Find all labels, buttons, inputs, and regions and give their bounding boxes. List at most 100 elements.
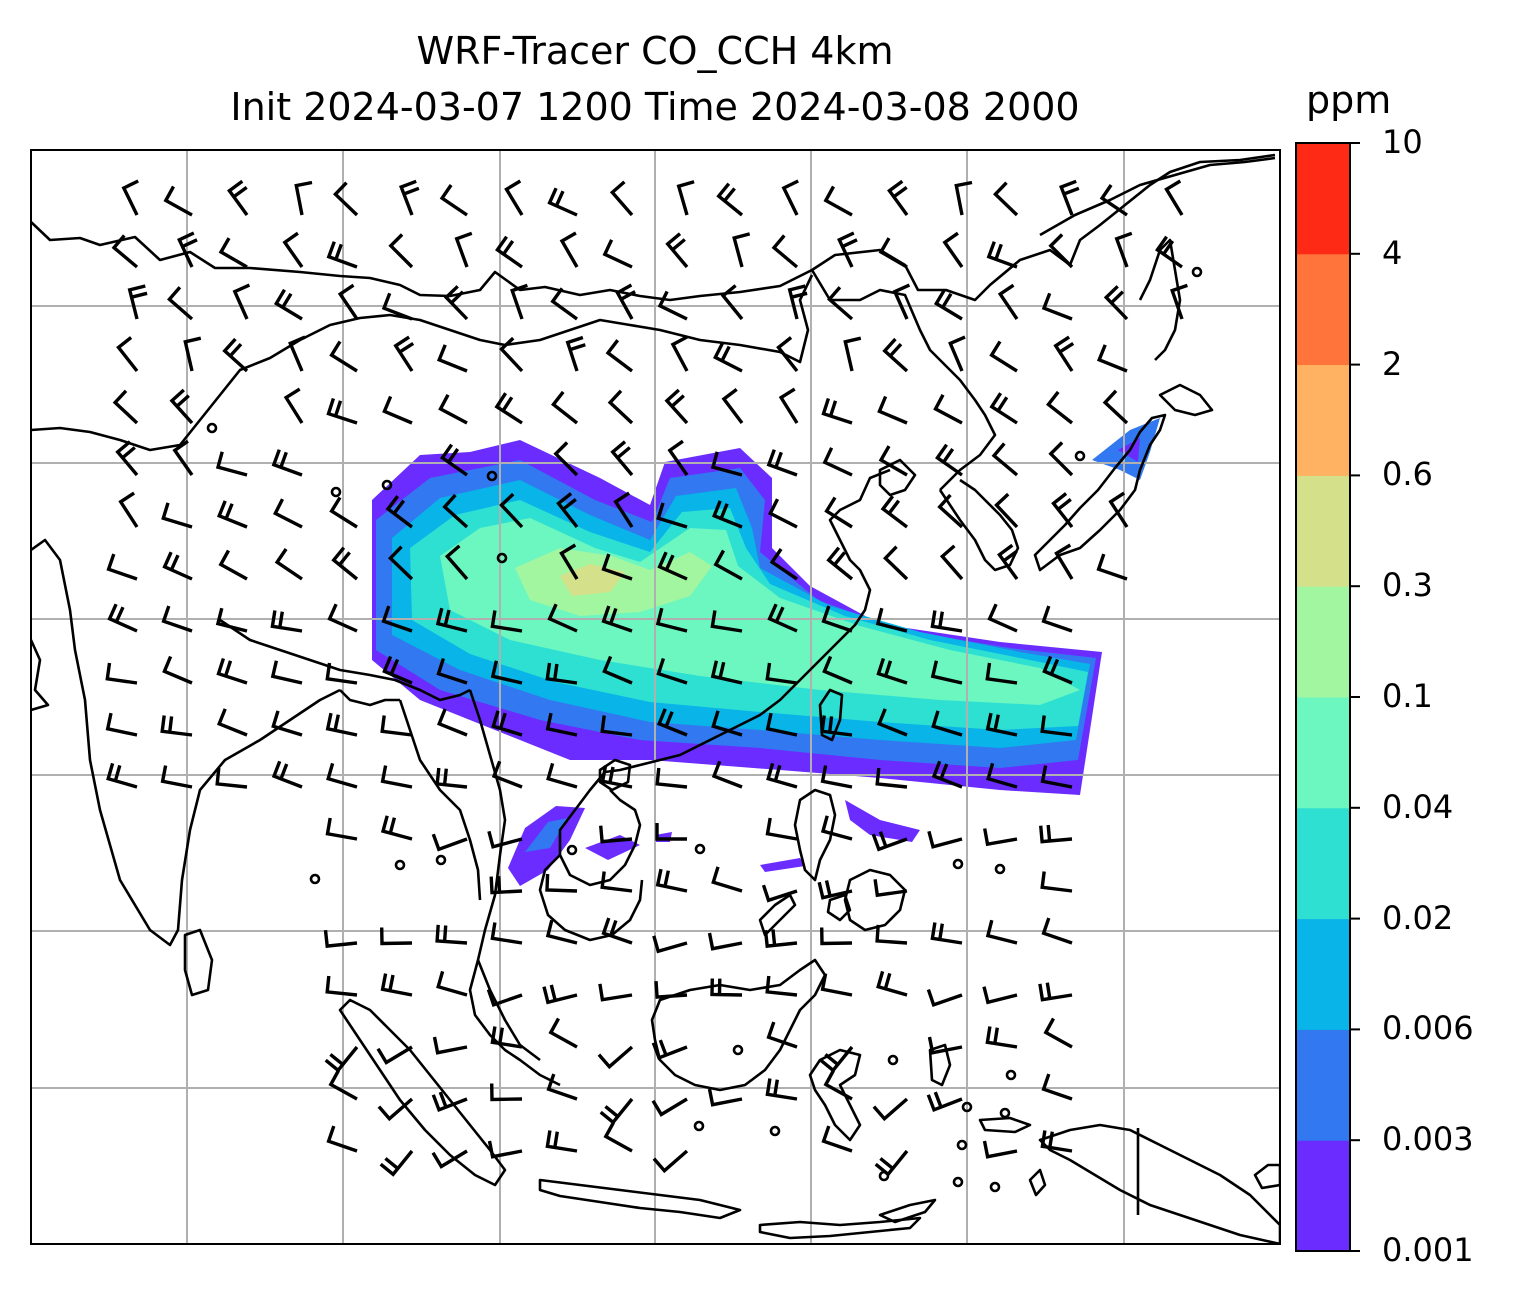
wind-barb	[547, 187, 578, 217]
colorbar-segment	[1296, 143, 1350, 255]
wind-barb	[994, 492, 1019, 529]
map-area	[31, 150, 1280, 1244]
wind-barb	[652, 1149, 689, 1174]
wind-barb	[118, 491, 139, 528]
wind-barb	[1051, 492, 1074, 529]
coast-halmahera	[928, 1043, 952, 1087]
wind-barb	[720, 284, 744, 321]
wind-barb	[954, 180, 973, 216]
wind-barb	[490, 610, 523, 633]
wind-barb	[436, 708, 468, 737]
coast-nz-top	[1253, 1163, 1280, 1190]
wind-barb	[1155, 235, 1183, 269]
wind-barb	[380, 765, 413, 789]
wind-barb	[160, 765, 193, 789]
wind-barb	[721, 388, 744, 425]
wind-barb	[767, 603, 798, 633]
wind-barb	[112, 389, 139, 425]
wind-barb	[326, 397, 358, 425]
wind-barb	[510, 283, 528, 320]
wind-barb-calm	[435, 854, 447, 866]
colorbar-tick-label: 0.04	[1382, 787, 1454, 826]
colorbar-tick-label: 10	[1382, 123, 1423, 161]
coast-timor	[878, 1198, 937, 1224]
wind-barb	[121, 179, 139, 216]
wind-barb	[435, 924, 468, 945]
wind-barb	[710, 610, 743, 633]
plume-south-2	[760, 858, 805, 872]
wind-barb	[499, 492, 524, 529]
wind-barb	[651, 1097, 688, 1117]
wind-barb	[817, 880, 853, 900]
wind-barb	[282, 231, 304, 268]
wind-barb	[871, 831, 908, 852]
wind-barb	[1048, 233, 1074, 269]
colorbar-tick-label: 2	[1382, 344, 1403, 383]
wind-barb	[882, 337, 909, 373]
wind-barb	[111, 234, 139, 269]
wind-barb	[218, 549, 248, 581]
coast-bangladesh	[339, 689, 400, 707]
wind-barb	[1039, 824, 1073, 844]
wind-barb	[1048, 441, 1074, 477]
wind-barb	[732, 232, 751, 268]
wind-barb	[985, 712, 1018, 737]
wind-barb	[665, 232, 689, 269]
wind-barb	[942, 231, 964, 268]
wind-barb	[766, 449, 798, 477]
colorbar-segment	[1296, 253, 1350, 366]
wind-barb	[376, 1045, 413, 1065]
wind-barb	[106, 762, 138, 789]
wind-barb	[716, 182, 744, 217]
wind-barb	[1102, 389, 1129, 425]
wind-barb	[601, 605, 633, 633]
wind-barb	[270, 610, 303, 633]
wind-barb	[436, 344, 468, 373]
wind-barb	[559, 543, 579, 580]
coast-newguinea	[1038, 1123, 1280, 1244]
wind-barb	[546, 1073, 578, 1101]
wind-barb	[607, 389, 634, 425]
wind-barb-calm	[999, 1107, 1011, 1119]
wind-barb	[711, 866, 743, 893]
wind-barb	[487, 830, 523, 849]
coast-small-island	[1028, 1168, 1047, 1197]
coast-gulf-thailand	[538, 854, 644, 942]
wind-barb	[545, 662, 578, 685]
wind-barb	[987, 603, 1018, 633]
wind-barb	[983, 828, 1018, 847]
wind-barb	[823, 1069, 853, 1101]
wind-barb	[710, 978, 743, 997]
wind-barb	[778, 387, 799, 424]
wind-barb	[161, 605, 193, 633]
wind-barb	[1058, 179, 1080, 216]
wind-barb	[381, 605, 413, 633]
wind-barb	[454, 231, 473, 268]
wind-barb	[1041, 917, 1073, 945]
wind-barb	[656, 657, 688, 685]
wind-barb	[388, 233, 414, 269]
wind-barb	[1042, 655, 1073, 685]
wind-barb	[559, 231, 579, 268]
wind-barb	[824, 496, 853, 529]
wind-barb	[605, 339, 634, 373]
wind-barb	[613, 491, 634, 528]
wind-barb	[765, 662, 798, 685]
wind-barb	[115, 440, 139, 477]
border-india-north	[219, 618, 471, 702]
wind-barb	[821, 1125, 853, 1153]
wind-barb	[116, 336, 139, 373]
wind-barb	[1054, 543, 1074, 580]
wind-barb-calm	[394, 859, 406, 871]
wind-barb	[667, 439, 689, 476]
wind-barb	[986, 241, 1018, 269]
wind-barb	[601, 553, 633, 581]
wind-barb	[271, 710, 303, 737]
wind-barb-calm	[1005, 1069, 1017, 1081]
wind-barb	[877, 395, 908, 425]
wind-barb	[436, 657, 468, 685]
wind-barb	[707, 932, 743, 951]
wind-barb	[600, 871, 633, 893]
wind-barb	[439, 184, 468, 217]
wind-barb	[991, 442, 1019, 477]
